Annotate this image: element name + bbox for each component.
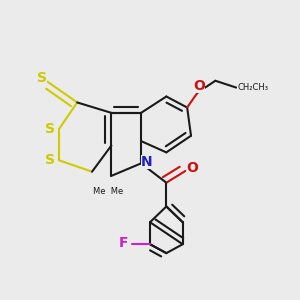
Text: N: N [141, 155, 153, 169]
Text: O: O [193, 79, 205, 93]
Text: S: S [45, 122, 55, 136]
Text: O: O [186, 161, 198, 176]
Text: CH₂CH₃: CH₂CH₃ [238, 83, 269, 92]
Text: S: S [45, 153, 55, 167]
Text: S: S [37, 71, 47, 85]
Text: Me  Me: Me Me [93, 187, 124, 196]
Text: F: F [119, 236, 129, 250]
